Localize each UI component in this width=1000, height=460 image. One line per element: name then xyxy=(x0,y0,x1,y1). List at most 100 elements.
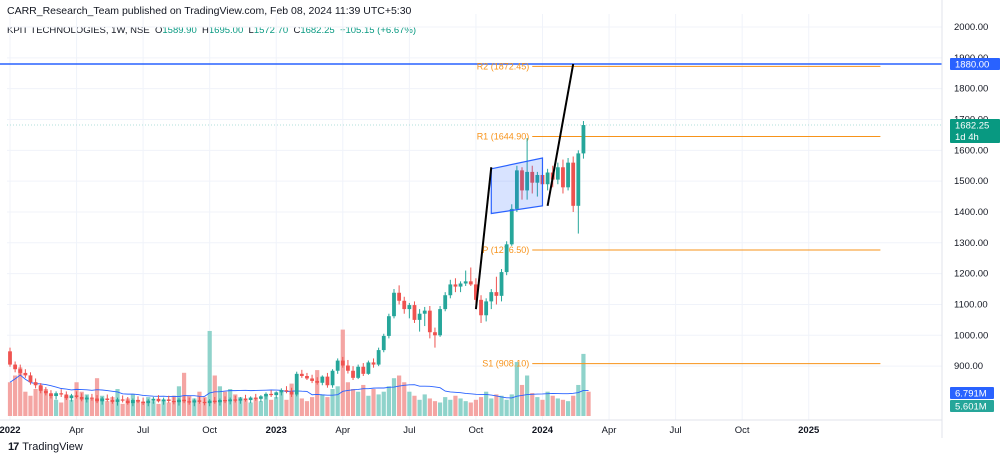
candle-body xyxy=(427,310,432,333)
volume-bar xyxy=(284,399,289,416)
candle-body xyxy=(156,398,161,402)
candle-body xyxy=(330,370,335,386)
volume-bar xyxy=(422,394,427,416)
open-label: O xyxy=(155,25,163,36)
symbol-quote-line: KPIT TECHNOLOGIES, 1W, NSE O1589.90 H169… xyxy=(7,25,416,36)
candle-body xyxy=(33,382,38,386)
volume-bar xyxy=(294,394,299,416)
open-value: 1589.90 xyxy=(162,25,197,36)
volume-bar xyxy=(141,402,146,416)
candle-body xyxy=(381,335,386,351)
candle-body xyxy=(43,390,48,394)
volume-bar xyxy=(545,391,550,416)
candle-body xyxy=(499,272,504,296)
volume-bar xyxy=(345,382,351,416)
volume-bar xyxy=(555,398,560,416)
symbol-name[interactable]: KPIT TECHNOLOGIES, 1W, NSE xyxy=(7,25,150,36)
candle-body xyxy=(402,300,407,310)
volume-bar xyxy=(74,382,79,416)
volume-bar xyxy=(371,389,376,416)
volume-bar xyxy=(23,391,28,416)
volume-bar xyxy=(125,398,130,416)
candle-body xyxy=(371,362,376,365)
volume-bar xyxy=(197,391,202,416)
volume-bar xyxy=(274,397,279,416)
price-tick-label: 1400.00 xyxy=(954,207,988,218)
volume-tag-value: 5.601M xyxy=(955,402,987,413)
candle-body xyxy=(23,372,28,376)
candle-body xyxy=(525,171,530,191)
volume-bar xyxy=(320,394,325,416)
volume-bar xyxy=(504,399,509,416)
candle-body xyxy=(228,399,233,402)
time-tick-label: Jul xyxy=(403,425,415,436)
candle-body xyxy=(305,375,309,379)
pivot-levels: R2 (1872.45)R1 (1644.90)P (1276.50)S1 (9… xyxy=(0,61,942,369)
volume-bar xyxy=(28,395,33,416)
volume-bar xyxy=(309,397,315,416)
footer-brand[interactable]: TradingView xyxy=(22,441,83,453)
candle-body xyxy=(514,170,519,209)
candle-body xyxy=(54,393,58,397)
time-tick-label: Oct xyxy=(735,425,750,436)
candle-body xyxy=(120,399,125,401)
volume-bar xyxy=(571,395,576,416)
price-tick-label: 1800.00 xyxy=(954,84,988,95)
time-tick-label: Jul xyxy=(137,425,149,436)
candle-body xyxy=(84,397,89,400)
candle-body xyxy=(258,396,263,399)
volume-bar xyxy=(550,395,555,416)
low-value: 1572.70 xyxy=(253,25,289,36)
time-tick-label: Apr xyxy=(69,425,84,436)
candle-body xyxy=(581,125,586,154)
volume-bar xyxy=(233,394,238,416)
candle-body xyxy=(218,400,222,403)
candle-body xyxy=(422,310,427,314)
candle-body xyxy=(576,153,581,206)
candle-body xyxy=(284,390,289,392)
candle-body xyxy=(279,390,284,393)
time-tick-label: Jul xyxy=(670,425,682,436)
candle-body xyxy=(59,393,64,395)
candle-body xyxy=(182,399,186,402)
candle-body xyxy=(530,171,535,183)
candle-body xyxy=(223,400,227,402)
high-value: 1695.00 xyxy=(208,25,244,36)
tradingview-logo-icon: 17 xyxy=(8,441,19,453)
candle-body xyxy=(494,292,499,296)
volume-bar xyxy=(64,395,69,416)
candle-body xyxy=(504,244,509,273)
candle-body xyxy=(130,400,135,404)
candle-body xyxy=(453,284,458,287)
price-tick-label: 1500.00 xyxy=(954,176,988,187)
volume-bar xyxy=(202,397,207,416)
volume-tag xyxy=(950,400,994,412)
volume-bar xyxy=(340,329,345,416)
volume-bar xyxy=(540,399,545,416)
volume-bar xyxy=(192,398,197,416)
volume-bar xyxy=(43,389,48,416)
candle-body xyxy=(110,400,115,402)
volume-bar xyxy=(565,401,571,416)
candle-body xyxy=(320,376,325,383)
volume-bar xyxy=(171,395,176,416)
volume-bar xyxy=(84,394,89,416)
candle-body xyxy=(392,292,396,317)
volume-bar xyxy=(350,389,356,416)
candle-body xyxy=(125,400,130,404)
volume-bar xyxy=(212,375,217,416)
volume-bar xyxy=(453,395,458,416)
candle-body xyxy=(274,392,279,396)
volume-bar xyxy=(151,401,156,416)
volume-bar xyxy=(207,330,212,416)
candle-body xyxy=(474,284,478,300)
volume-bar xyxy=(269,399,274,416)
candle-body xyxy=(8,351,12,365)
volume-bar xyxy=(7,382,13,416)
candle-body xyxy=(13,364,18,370)
price-tick-label: 1200.00 xyxy=(954,269,988,280)
volume-bar xyxy=(484,391,489,416)
volume-bar xyxy=(253,398,258,416)
candle-body xyxy=(438,309,442,336)
